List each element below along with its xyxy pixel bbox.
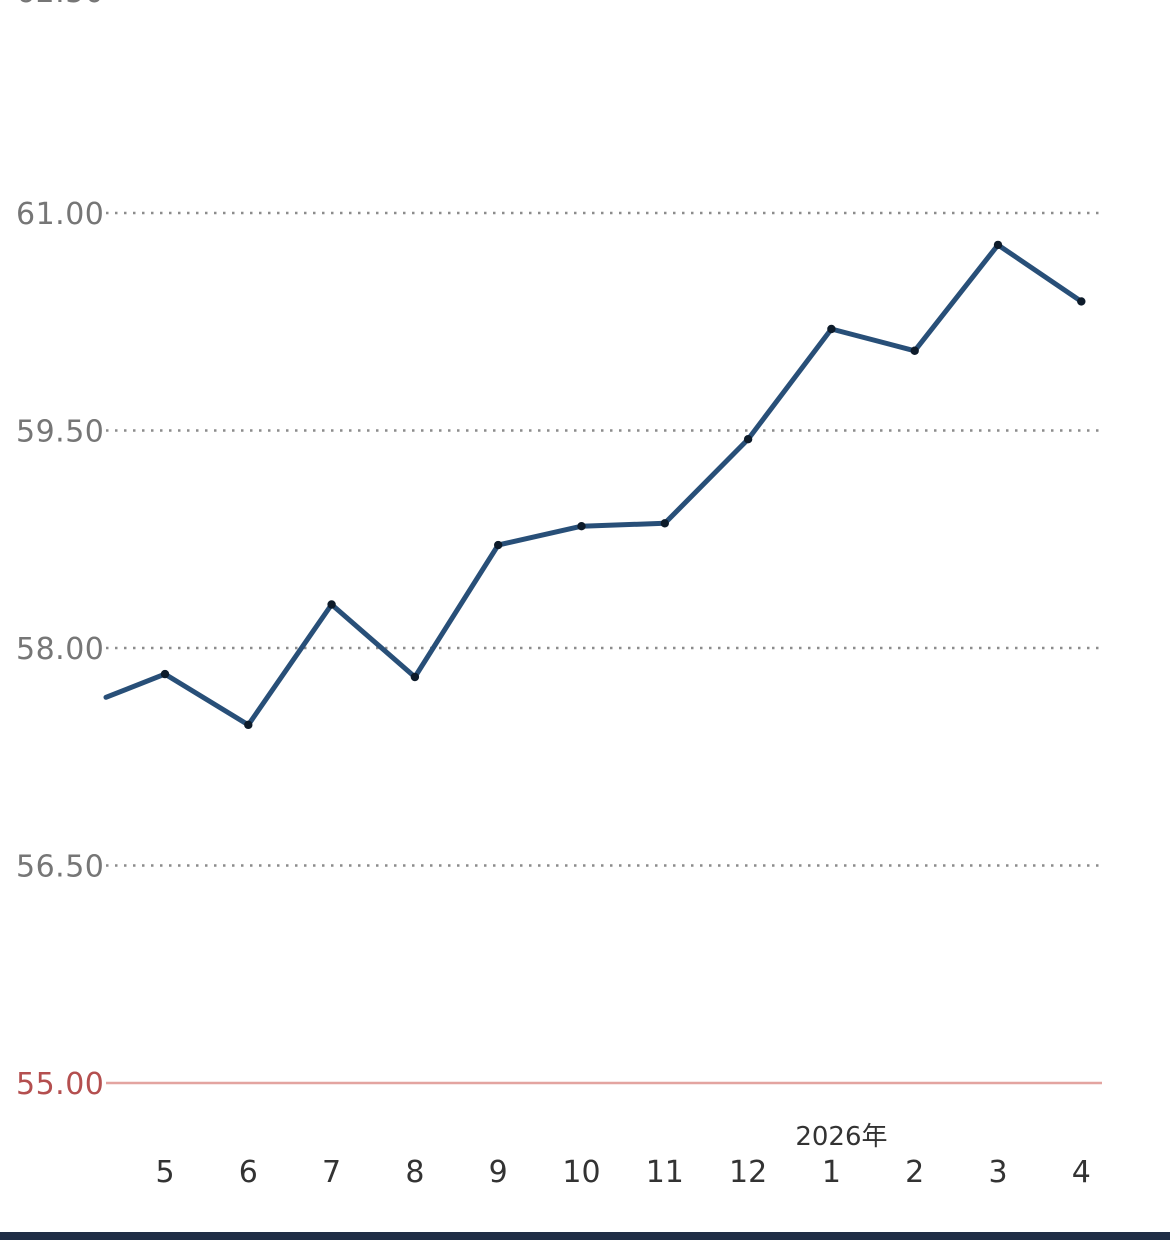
data-point: [410, 672, 420, 682]
x-tick-label: 3: [988, 1155, 1007, 1190]
y-tick-label: 56.50: [16, 850, 104, 885]
y-tick-label: 61.00: [16, 197, 104, 232]
series-line: [103, 242, 1084, 728]
data-point: [1077, 297, 1086, 306]
data-point: [577, 522, 586, 531]
x-tick-label: 9: [489, 1155, 508, 1190]
x-tick-label: 10: [562, 1155, 600, 1190]
x-tick-label: 6: [239, 1155, 258, 1190]
series: [103, 240, 1086, 730]
data-point: [993, 240, 1003, 250]
x-tick-label: 1: [822, 1155, 841, 1190]
y-tick-label: 59.50: [16, 415, 104, 450]
x-axis-tick-labels: 5 6 7 8 9 10 11 12 1 2 3 4: [155, 1155, 1090, 1190]
data-point: [827, 324, 836, 334]
x-tick-label: 11: [646, 1155, 684, 1190]
data-point: [743, 435, 753, 444]
x-tick-label: 7: [322, 1155, 341, 1190]
bottom-bar: [0, 1232, 1170, 1240]
x-tick-label: 4: [1072, 1155, 1091, 1190]
y-tick-label-top: 62.50: [16, 0, 104, 10]
y-tick-label: 58.00: [16, 632, 104, 667]
year-label: 2026年: [795, 1122, 887, 1152]
grid-lines: [106, 211, 1102, 1085]
data-point: [910, 346, 919, 355]
data-point: [660, 519, 669, 528]
data-point: [327, 600, 336, 609]
x-tick-label: 2: [905, 1155, 924, 1190]
x-tick-label: 5: [155, 1155, 174, 1190]
data-point: [494, 540, 503, 550]
y-axis-tick-labels: 62.50 61.00 59.50 58.00 56.50 55.00: [16, 0, 104, 1102]
data-point: [160, 669, 170, 679]
x-tick-label: 12: [729, 1155, 767, 1190]
x-tick-label: 8: [405, 1155, 424, 1190]
data-point: [244, 720, 253, 730]
y-tick-label: 55.00: [16, 1067, 104, 1102]
